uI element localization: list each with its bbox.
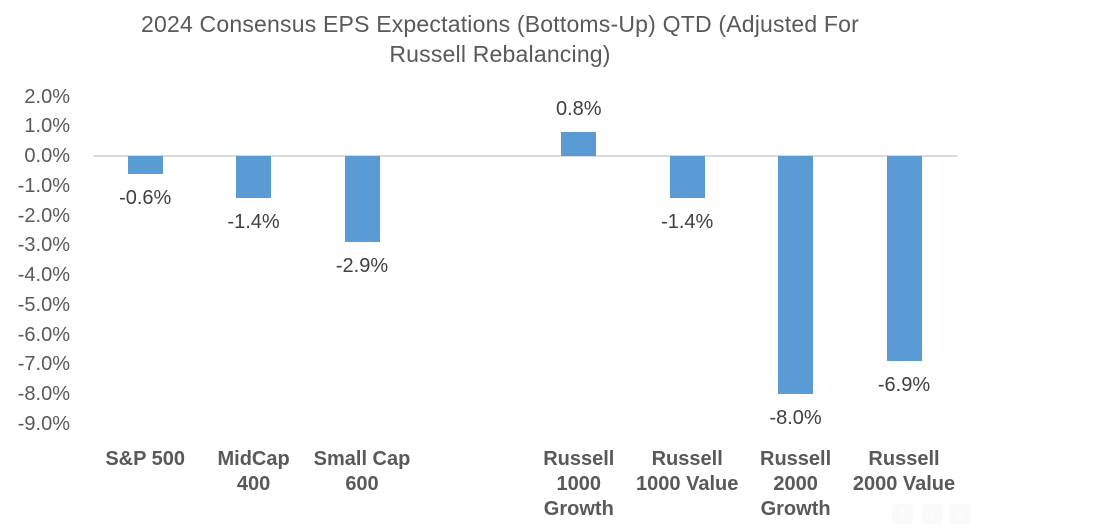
bar-value-label: -0.6% [119, 186, 172, 209]
category-label: Russell 1000 Growth [543, 448, 615, 520]
y-tick-label: -9.0% [17, 412, 70, 435]
y-tick-label: 2.0% [24, 85, 70, 108]
chart-title-line1: 2024 Consensus EPS Expectations (Bottoms… [140, 11, 860, 37]
y-tick-label: -4.0% [17, 264, 70, 286]
y-tick-label: 1.0% [24, 115, 70, 138]
y-tick-label: -3.0% [17, 234, 70, 257]
y-tick-label: -6.0% [17, 323, 70, 346]
bar [344, 156, 380, 243]
y-tick-label: -8.0% [17, 383, 70, 405]
chart-title-line2: Russell Rebalancing) [389, 41, 611, 67]
bar [561, 132, 597, 156]
bar [778, 156, 814, 394]
category-label: Russell 2000 Value [852, 448, 956, 495]
bar-value-label: -6.9% [877, 374, 931, 397]
chart-title: 2024 Consensus EPS Expectations (Bottoms… [5, 9, 995, 69]
bar [127, 156, 163, 174]
category-label: Russell 1000 Value [636, 448, 739, 495]
bar-value-label: -2.9% [335, 255, 389, 278]
zero-axis-line [93, 155, 957, 157]
category-label: S&P 500 [105, 448, 186, 470]
y-tick-label: -2.0% [17, 204, 70, 227]
y-tick-label: -5.0% [17, 293, 70, 316]
twitter-icon: t [922, 504, 943, 524]
y-tick-label: -1.0% [17, 174, 70, 197]
facebook-icon: f [892, 504, 913, 524]
y-tick-label: 0.0% [24, 145, 70, 167]
bar-value-label: -1.4% [227, 210, 280, 233]
bar-value-label: 0.8% [556, 98, 602, 121]
category-label: Russell 2000 Growth [760, 448, 832, 520]
category-label: MidCap 400 [217, 448, 290, 495]
category-label: Small Cap 600 [313, 448, 411, 495]
instagram-icon: o [950, 504, 971, 524]
y-tick-label: -7.0% [17, 353, 70, 376]
bar-value-label: -8.0% [769, 407, 822, 429]
bar [669, 156, 705, 198]
bar [236, 156, 272, 198]
bar [886, 156, 922, 362]
bar-value-label: -1.4% [661, 210, 714, 233]
